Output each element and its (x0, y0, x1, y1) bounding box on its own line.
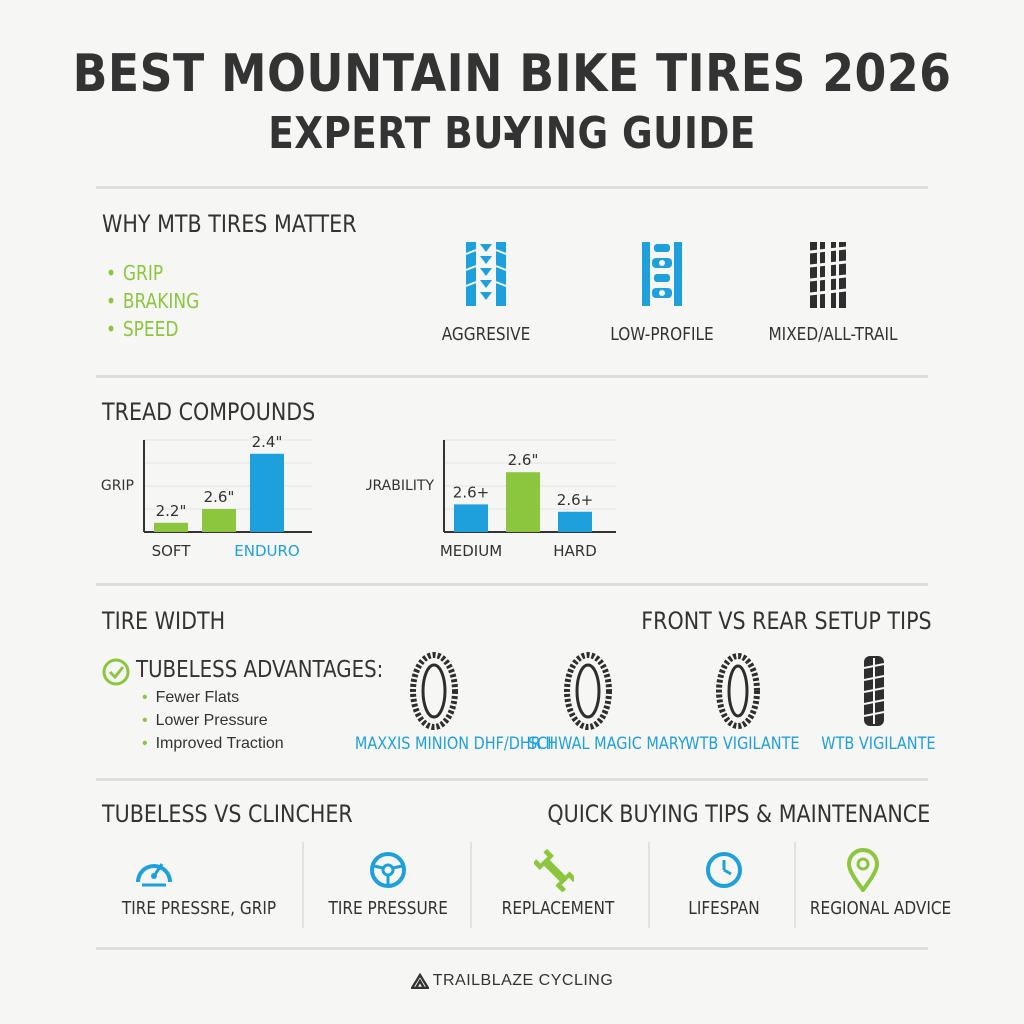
divider (794, 842, 796, 928)
advantage-item: Fewer Flats (142, 689, 240, 707)
tread-mixed-icon (809, 242, 847, 308)
data-label: 2.6+ (453, 483, 489, 501)
category-label: MEDIUM (440, 542, 502, 560)
bar (506, 472, 540, 532)
tire-model-label: WTB VIGILANTE (821, 734, 936, 754)
tubeless-clincher-heading: TUBELESS VS CLINCHER (102, 800, 353, 828)
compounds-heading: TREAD COMPOUNDS (102, 398, 316, 426)
divider (96, 778, 928, 781)
tire-model-label: MAXXIS MINION DHF/DHR II (354, 734, 554, 754)
mountain-logo-icon (409, 972, 430, 990)
steering-wheel-icon (370, 852, 406, 888)
tread-label: LOW-PROFILE (610, 324, 714, 345)
category-label: SOFT (152, 542, 192, 560)
divider (96, 583, 928, 586)
tip-label: LIFESPAN (688, 898, 760, 919)
tread-label: MIXED/ALL-TRAIL (768, 324, 898, 345)
bar (202, 509, 236, 532)
durability-chart: DURABILITY 2.6+ MEDIUM 2.6" 2.6+ HARD (366, 439, 616, 560)
divider (96, 375, 928, 378)
tip-label: TIRE PRESSURE (328, 898, 448, 919)
divider (96, 947, 928, 950)
front-rear-heading: FRONT VS REAR SETUP TIPS (641, 607, 932, 635)
tire-width-heading: TIRE WIDTH (102, 607, 226, 635)
bar (154, 522, 188, 532)
why-bullet: GRIP (106, 261, 163, 285)
tire-side-icon (564, 652, 612, 730)
tip-label: TIRE PRESSRE, GRIP (121, 898, 277, 919)
y-axis-label: GRIP (101, 478, 134, 494)
data-label: 2.2" (156, 502, 187, 520)
why-bullet: SPEED (106, 317, 179, 341)
divider (302, 842, 304, 928)
tire-model-label: WTB VIGILANTE (685, 734, 800, 754)
divider (470, 842, 472, 928)
tire-tread-icon (863, 656, 885, 726)
tire-side-icon (410, 652, 458, 730)
data-label: 2.6+ (557, 491, 593, 509)
bar (454, 504, 488, 532)
tip-label: REGIONAL ADVICE (809, 898, 952, 919)
brand-name: TRAILBLAZE CYCLING (432, 972, 614, 989)
tire-model-label: SCHWAL MAGIC MARY (528, 734, 687, 754)
data-label: 2.6" (204, 488, 235, 506)
category-label: ENDURO (234, 542, 299, 560)
wrench-icon (534, 848, 574, 892)
data-label: 2.4" (252, 433, 283, 451)
bar (250, 453, 284, 532)
page-title: BEST MOUNTAIN BIKE TIRES 2026 - (72, 44, 952, 164)
tubeless-heading: TUBELESS ADVANTAGES: (136, 657, 384, 683)
data-label: 2.6" (508, 451, 539, 469)
tread-label: AGGRESIVE (441, 324, 531, 345)
quick-tips-heading: QUICK BUYING TIPS & MAINTENANCE (547, 800, 930, 828)
location-pin-icon (846, 848, 880, 892)
y-axis-label: DURABILITY (366, 478, 434, 494)
check-circle-icon (102, 658, 130, 686)
page-subtitle: EXPERT BUYING GUIDE (268, 108, 756, 159)
clock-icon (706, 852, 742, 888)
tire-side-icon (716, 653, 760, 729)
tread-aggressive-icon (465, 242, 507, 306)
advantage-item: Lower Pressure (142, 712, 268, 730)
footer: TRAILBLAZE CYCLING (0, 972, 1024, 990)
tip-label: REPLACEMENT (501, 898, 615, 919)
grip-chart: GRIP 2.2" SOFT 2.6" 2.4" ENDURO (101, 433, 312, 560)
why-heading: WHY MTB TIRES MATTER (102, 210, 357, 238)
advantage-item: Improved Traction (142, 735, 284, 753)
divider (96, 186, 928, 189)
why-bullet: BRAKING (106, 289, 199, 313)
gauge-icon (136, 863, 172, 887)
category-label: HARD (553, 542, 597, 560)
tread-low-profile-icon (642, 242, 682, 306)
divider (648, 842, 650, 928)
bar (558, 511, 592, 532)
